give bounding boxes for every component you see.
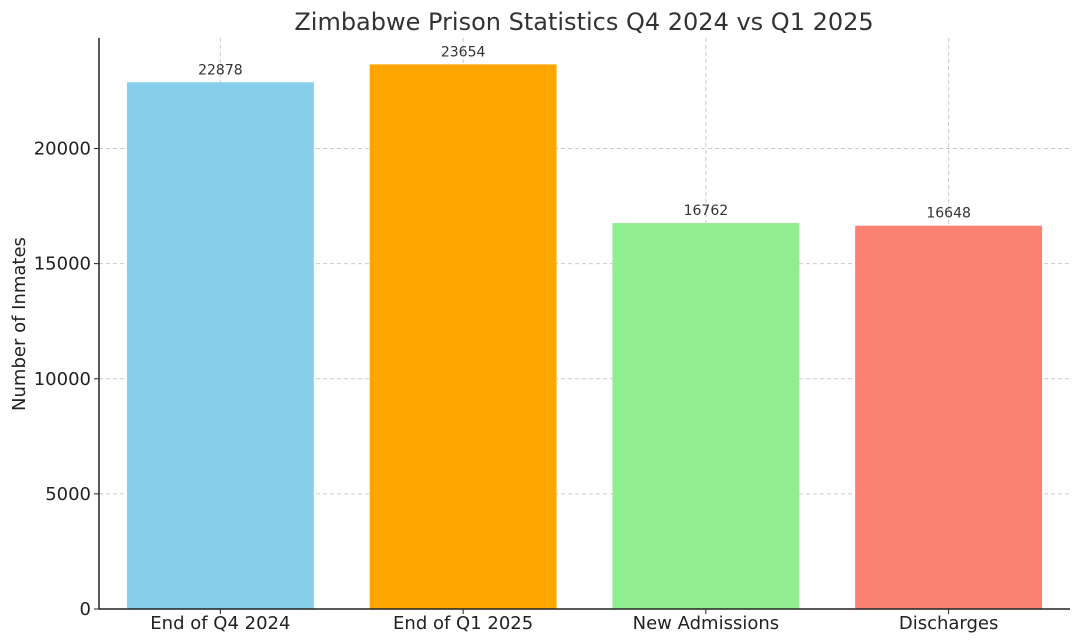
y-axis-label: Number of Inmates: [9, 237, 30, 411]
y-tick-label: 10000: [34, 369, 91, 390]
bar-value-label: 23654: [441, 44, 486, 60]
y-tick-label: 0: [80, 599, 91, 620]
bar-value-label: 16762: [684, 203, 729, 219]
bar: [855, 225, 1043, 609]
y-tick-label: 15000: [34, 254, 91, 275]
bar-value-label: 22878: [198, 62, 243, 78]
x-tick-label: Discharges: [899, 613, 999, 634]
label-layer: 0 5000 10000 15000 20000 22878 End of Q4 2024 2…: [34, 44, 999, 634]
x-tick-label: New Admissions: [633, 613, 780, 634]
y-tick-label: 20000: [34, 139, 91, 160]
bar-layer: [126, 64, 1043, 609]
bar: [126, 82, 314, 609]
y-tick-label: 5000: [45, 484, 91, 505]
bar: [612, 223, 800, 609]
bar-value-label: 16648: [926, 206, 971, 222]
bar: [369, 64, 557, 609]
chart-title: Zimbabwe Prison Statistics Q4 2024 vs Q1…: [294, 8, 873, 36]
x-tick-label: End of Q1 2025: [393, 613, 533, 634]
x-tick-label: End of Q4 2024: [150, 613, 290, 634]
